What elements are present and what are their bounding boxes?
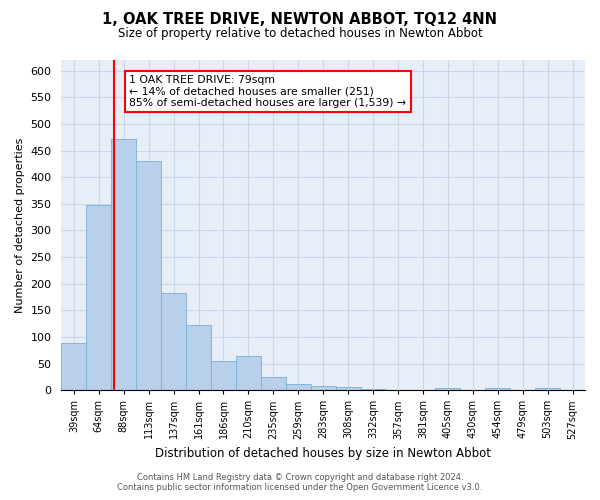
Bar [311, 386, 335, 390]
Text: Contains HM Land Registry data © Crown copyright and database right 2024.
Contai: Contains HM Land Registry data © Crown c… [118, 473, 482, 492]
Text: 1 OAK TREE DRIVE: 79sqm
← 14% of detached houses are smaller (251)
85% of semi-d: 1 OAK TREE DRIVE: 79sqm ← 14% of detache… [130, 75, 407, 108]
Bar [161, 292, 186, 390]
Bar [236, 356, 261, 390]
Text: 1, OAK TREE DRIVE, NEWTON ABBOT, TQ12 4NN: 1, OAK TREE DRIVE, NEWTON ABBOT, TQ12 4N… [103, 12, 497, 28]
Y-axis label: Number of detached properties: Number of detached properties [15, 138, 25, 313]
Bar [186, 325, 211, 390]
Bar [485, 388, 510, 390]
Bar [361, 389, 386, 390]
Bar [111, 139, 136, 390]
Bar [136, 161, 161, 390]
Bar [286, 384, 311, 390]
Bar [61, 344, 86, 390]
Bar [211, 361, 236, 390]
Bar [86, 205, 111, 390]
Bar [436, 388, 460, 390]
Bar [261, 378, 286, 390]
X-axis label: Distribution of detached houses by size in Newton Abbot: Distribution of detached houses by size … [155, 447, 491, 460]
Bar [535, 388, 560, 390]
Text: Size of property relative to detached houses in Newton Abbot: Size of property relative to detached ho… [118, 28, 482, 40]
Bar [335, 388, 361, 390]
